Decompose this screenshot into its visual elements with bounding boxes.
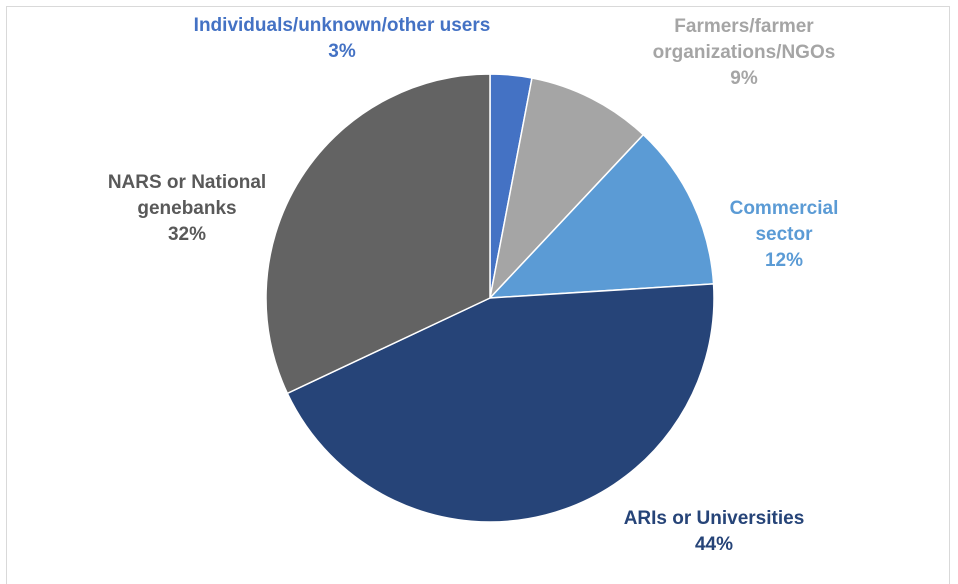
slice-name-line-4: NARS or National <box>108 172 266 193</box>
slice-name-line-3: ARIs or Universities <box>624 508 805 529</box>
pie-labels: Individuals/unknown/other users 3% Farmers… <box>108 15 839 555</box>
slice-name-line-1: Farmers/farmer <box>674 16 814 37</box>
slice-percent-1: 9% <box>730 68 758 89</box>
pie-slice-2 <box>488 133 715 299</box>
slice-percent-2: 12% <box>765 250 803 271</box>
slice-percent-3: 44% <box>695 534 733 555</box>
pie-slices <box>265 73 715 523</box>
pie-slice-4 <box>265 73 491 395</box>
slice-label-0: Individuals/unknown/other users 3% <box>194 15 491 62</box>
slice-name-line-0: Individuals/unknown/other users <box>194 15 491 36</box>
pie-slice-1 <box>488 77 645 301</box>
slice-name-line-2: sector <box>755 224 813 245</box>
slice-percent-0: 3% <box>328 41 356 62</box>
slice-percent-4: 32% <box>168 224 206 245</box>
slice-label-4: NARS or National genebanks 32% <box>108 172 266 245</box>
slice-name-line-2: Commercial <box>730 198 839 219</box>
slice-name-line-1: organizations/NGOs <box>653 42 836 63</box>
slice-label-1: Farmers/farmer organizations/NGOs 9% <box>653 16 836 89</box>
slice-name-line-4: genebanks <box>137 198 236 219</box>
slice-label-3: ARIs or Universities 44% <box>624 508 805 555</box>
slice-label-2: Commercial sector 12% <box>730 198 839 271</box>
